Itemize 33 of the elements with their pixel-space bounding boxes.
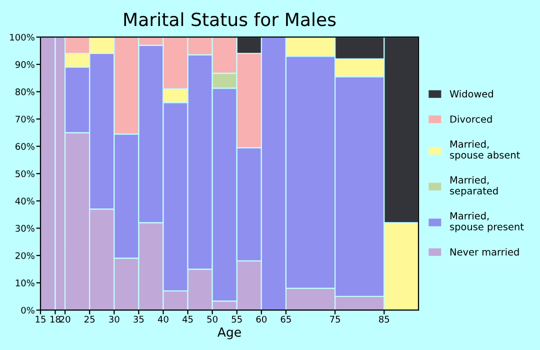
y-tick-label: 10% [16, 280, 34, 286]
x-tick-label: 35 [134, 316, 144, 323]
y-tick-label: 80% [15, 88, 34, 96]
legend-label: Married, spouse present [450, 212, 524, 232]
x-tick-label: 30 [109, 316, 120, 323]
x-tick-label: 45 [182, 316, 193, 323]
y-tick-label: 40% [15, 198, 34, 204]
legend-label: Never married [450, 248, 519, 256]
x-tick-label: 65 [280, 316, 291, 323]
chart-title: Marital Status for Males [124, 12, 336, 26]
x-tick-label: 40 [158, 316, 168, 323]
x-tick-label: 75 [330, 316, 340, 323]
x-tick-label: 15 [36, 316, 46, 323]
legend-label: Widowed [450, 90, 493, 98]
y-tick-label: 70% [16, 116, 34, 123]
y-tick-label: 30% [16, 224, 34, 232]
x-tick-label: 18 [50, 316, 60, 323]
x-tick-label: 60 [256, 316, 267, 323]
x-axis-title: Age [218, 328, 241, 340]
y-tick-label: 0% [21, 306, 34, 314]
y-tick-label: 20% [16, 252, 34, 260]
y-tick-label: 100% [10, 34, 34, 41]
y-tick-label: 90% [15, 61, 34, 68]
x-tick-label: 20 [60, 316, 70, 323]
legend-label: Divorced [450, 115, 492, 123]
y-tick-label: 60% [16, 143, 34, 150]
x-tick-label: 50 [207, 316, 218, 323]
y-tick-label: 50% [16, 170, 34, 178]
x-tick-label: 25 [84, 316, 95, 323]
legend-label: Married, spouse absent [450, 140, 520, 161]
x-tick-label: 55 [232, 316, 242, 323]
legend-label: Married, separated [450, 176, 498, 196]
x-tick-label: 85 [379, 316, 390, 323]
